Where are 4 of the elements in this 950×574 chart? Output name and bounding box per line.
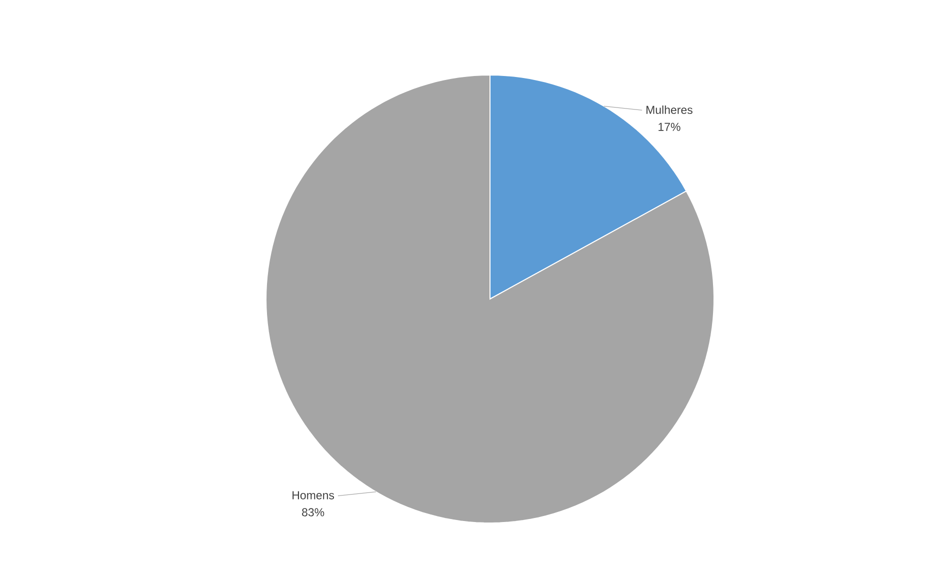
data-label: 17% [658, 122, 680, 131]
slice-label: Mulheres [646, 105, 692, 114]
data-label: 83% [302, 508, 324, 516]
slice-label: Homens [292, 491, 334, 500]
